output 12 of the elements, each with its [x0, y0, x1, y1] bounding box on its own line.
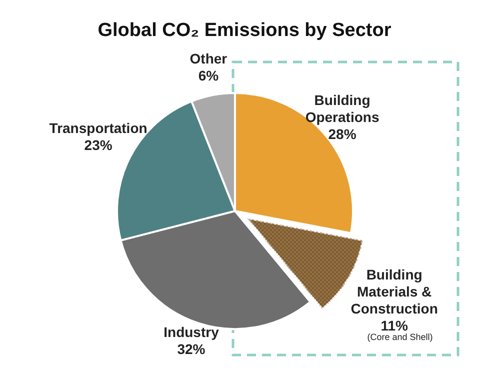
data-label: 23%	[84, 136, 113, 153]
data-label: 28%	[328, 126, 357, 142]
slice-label: Industry	[164, 324, 220, 340]
data-label: 6%	[198, 67, 220, 84]
slice-label: Building Materials & Construction	[350, 266, 438, 317]
slice-label: Building Operations	[305, 92, 380, 126]
chart-title: Global CO₂ Emissions by Sector	[98, 20, 392, 41]
text: (Core and Shell)	[367, 332, 433, 342]
slice-label: Other	[190, 50, 228, 66]
data-label: 11%	[380, 318, 408, 334]
data-label: 32%	[177, 341, 206, 358]
slice-label: Transportation	[49, 120, 148, 136]
